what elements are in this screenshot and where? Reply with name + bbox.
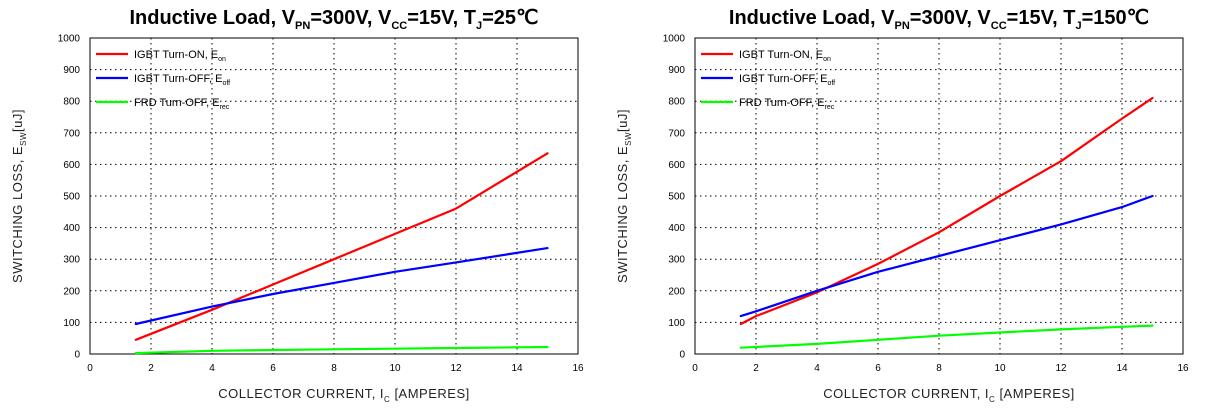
y-tick-label: 0 (74, 350, 80, 361)
y-tick-label: 900 (63, 65, 80, 76)
y-tick-label: 700 (668, 128, 685, 139)
y-axis-label: SWITCHING LOSS, ESW[uJ] (10, 109, 28, 283)
x-axis-label: COLLECTOR CURRENT, IC [AMPERES] (823, 386, 1075, 404)
legend-label-1: IGBT Turn-OFF, Eoff (134, 73, 230, 87)
y-tick-label: 700 (63, 128, 80, 139)
x-tick-label: 4 (814, 363, 820, 374)
x-tick-label: 6 (270, 363, 276, 374)
series-line-2 (134, 345, 549, 355)
x-tick-label: 0 (692, 363, 698, 374)
legend-label-2: FRD Turn-OFF, Erec (134, 97, 230, 111)
y-tick-label: 600 (668, 160, 685, 171)
y-tick-label: 100 (63, 318, 80, 329)
y-tick-label: 800 (668, 97, 685, 108)
x-tick-label: 16 (572, 363, 584, 374)
y-tick-label: 300 (668, 255, 685, 266)
x-tick-label: 14 (511, 363, 523, 374)
x-axis-label: COLLECTOR CURRENT, IC [AMPERES] (218, 386, 470, 404)
legend: IGBT Turn-ON, Eon IGBT Turn-OFF, Eoff FRD … (701, 49, 835, 111)
y-tick-label: 800 (63, 97, 80, 108)
y-tick-label: 600 (63, 160, 80, 171)
series-line-1 (739, 194, 1154, 318)
chart-left: Inductive Load, VPN=300V, VCC=15V, TJ=25… (10, 7, 584, 404)
y-tick-label: 200 (668, 286, 685, 297)
chart-title: Inductive Load, VPN=300V, VCC=15V, TJ=15… (729, 7, 1149, 32)
x-tick-label: 12 (1055, 363, 1067, 374)
y-tick-label: 400 (63, 223, 80, 234)
y-tick-label: 100 (668, 318, 685, 329)
x-tick-label: 8 (936, 363, 942, 374)
plot-frame (89, 37, 579, 355)
y-tick-label: 1000 (58, 34, 81, 45)
x-tick-label: 16 (1177, 363, 1189, 374)
chart-title: Inductive Load, VPN=300V, VCC=15V, TJ=25… (129, 7, 538, 32)
x-tick-label: 12 (450, 363, 462, 374)
y-tick-label: 1000 (663, 34, 686, 45)
x-tick-label: 6 (875, 363, 881, 374)
x-tick-label: 10 (994, 363, 1006, 374)
x-tick-label: 4 (209, 363, 215, 374)
y-tick-label: 900 (668, 65, 685, 76)
y-tick-label: 200 (63, 286, 80, 297)
plot-frame (694, 37, 1184, 355)
y-axis-label: SWITCHING LOSS, ESW[uJ] (615, 109, 633, 283)
grid (90, 38, 578, 354)
y-tick-label: 500 (63, 192, 80, 203)
legend-label-2: FRD Turn-OFF, Erec (739, 97, 835, 111)
series-line-1 (134, 247, 549, 326)
legend-label-0: IGBT Turn-ON, Eon (134, 49, 226, 63)
legend-label-0: IGBT Turn-ON, Eon (739, 49, 831, 63)
legend-label-1: IGBT Turn-OFF, Eoff (739, 73, 835, 87)
series-line-0 (739, 96, 1154, 326)
x-tick-label: 10 (389, 363, 401, 374)
x-tick-label: 2 (148, 363, 154, 374)
chart-right: Inductive Load, VPN=300V, VCC=15V, TJ=15… (615, 7, 1189, 404)
legend: IGBT Turn-ON, Eon IGBT Turn-OFF, Eoff FRD … (96, 49, 230, 111)
x-tick-label: 14 (1116, 363, 1128, 374)
y-tick-label: 500 (668, 192, 685, 203)
grid (695, 38, 1183, 354)
y-tick-label: 0 (679, 350, 685, 361)
x-tick-label: 8 (331, 363, 337, 374)
y-tick-label: 400 (668, 223, 685, 234)
series-line-0 (134, 152, 549, 341)
x-tick-label: 2 (753, 363, 759, 374)
x-tick-label: 0 (87, 363, 93, 374)
y-tick-label: 300 (63, 255, 80, 266)
series-line-2 (739, 324, 1154, 349)
